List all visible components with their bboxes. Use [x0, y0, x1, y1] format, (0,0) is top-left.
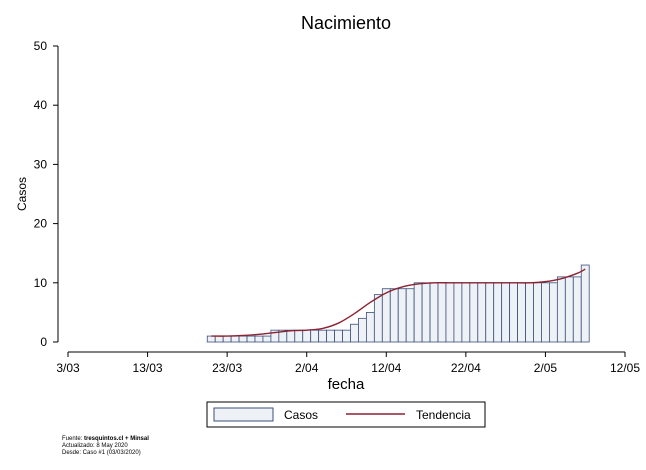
x-tick-label-12/05: 12/05 — [610, 361, 640, 375]
x-tick-label-23/03: 23/03 — [212, 361, 242, 375]
bar-2020-05-01 — [533, 282, 542, 343]
bar-2020-04-11 — [373, 294, 383, 343]
x-tick-label-3/03: 3/03 — [56, 361, 80, 375]
y-tick-label-20: 20 — [34, 217, 48, 231]
bar-2020-03-27 — [254, 335, 264, 343]
x-tick-label-2/04: 2/04 — [295, 361, 319, 375]
legend-swatch-casos — [213, 407, 274, 422]
bar-2020-04-04 — [318, 329, 328, 343]
bar-2020-04-29 — [517, 282, 526, 343]
bar-2020-05-03 — [549, 282, 558, 343]
bar-2020-04-22 — [461, 282, 471, 343]
y-tick-label-30: 30 — [34, 157, 48, 171]
x-axis-ticks: 3/03 13/03 23/03 2/04 12/04 22/04 2/05 12/05 — [56, 352, 640, 375]
bar-2020-04-13 — [389, 288, 399, 343]
y-axis-label: Casos — [15, 177, 29, 211]
x-axis-label: fecha — [328, 376, 365, 393]
x-tick-label-12/04: 12/04 — [371, 361, 401, 375]
bar-2020-04-30 — [525, 282, 534, 343]
y-tick-label-0: 0 — [40, 335, 47, 349]
bar-2020-03-25 — [238, 335, 248, 343]
bar-2020-03-23 — [222, 335, 232, 343]
bar-2020-04-25 — [485, 282, 495, 343]
bar-2020-04-02 — [302, 329, 312, 343]
bar-2020-04-12 — [381, 288, 391, 343]
bar-2020-03-26 — [246, 335, 256, 343]
bar-2020-04-27 — [501, 282, 511, 343]
y-tick-label-10: 10 — [34, 276, 48, 290]
legend-label-casos: Casos — [284, 408, 318, 422]
legend-label-tendencia: Tendencia — [416, 408, 471, 422]
y-tick-label-50: 50 — [34, 39, 48, 53]
bar-2020-03-28 — [262, 335, 272, 343]
x-tick-label-13/03: 13/03 — [133, 361, 163, 375]
bar-2020-04-08 — [350, 323, 359, 343]
x-tick-label-2/05: 2/05 — [534, 361, 558, 375]
bar-2020-04-24 — [477, 282, 487, 343]
footnote-updated: Actualizado: 8 May 2020 — [62, 443, 128, 449]
bar-2020-03-24 — [230, 335, 240, 343]
bar-2020-05-07 — [580, 264, 590, 343]
bar-2020-04-07 — [342, 329, 351, 343]
bar-2020-04-23 — [469, 282, 479, 343]
bar-2020-03-31 — [286, 329, 296, 343]
footnote-source-name: tresquintos.cl + Minsal — [84, 436, 149, 442]
y-axis-ticks: 0 10 20 30 40 50 — [34, 39, 58, 349]
bar-2020-04-14 — [397, 288, 407, 343]
chart-title: Nacimiento — [301, 13, 391, 33]
bar-2020-05-04 — [556, 276, 566, 343]
bar-2020-04-19 — [437, 282, 447, 343]
bar-2020-05-05 — [564, 276, 574, 343]
bar-2020-05-02 — [541, 282, 550, 343]
bar-2020-04-16 — [413, 282, 423, 343]
bar-2020-04-21 — [453, 282, 463, 343]
bar-2020-04-15 — [405, 288, 415, 343]
footnote-source: Fuente: tresquintos.cl + Minsal — [62, 436, 149, 442]
trend-line — [211, 268, 586, 337]
bar-2020-04-18 — [429, 282, 439, 343]
bar-2020-05-06 — [572, 276, 582, 343]
bar-2020-04-09 — [358, 317, 367, 343]
bar-2020-04-06 — [334, 329, 343, 343]
bar-2020-04-28 — [509, 282, 518, 343]
bar-2020-03-22 — [214, 335, 224, 343]
footnote-source-prefix: Fuente: — [62, 436, 85, 442]
bar-2020-03-21 — [206, 335, 216, 343]
bar-2020-04-26 — [493, 282, 503, 343]
bar-2020-04-05 — [326, 329, 335, 343]
bar-2020-04-20 — [445, 282, 455, 343]
legend: Casos Tendencia — [206, 401, 486, 428]
bar-series — [206, 264, 590, 343]
bar-2020-04-03 — [310, 329, 320, 343]
bar-2020-04-17 — [421, 282, 431, 343]
footnote-since: Desde: Caso #1 (03/03/2020) — [62, 450, 141, 456]
bar-2020-04-10 — [365, 311, 375, 343]
x-tick-label-22/04: 22/04 — [451, 361, 481, 375]
y-tick-label-40: 40 — [34, 98, 48, 112]
bar-2020-04-01 — [294, 329, 304, 343]
